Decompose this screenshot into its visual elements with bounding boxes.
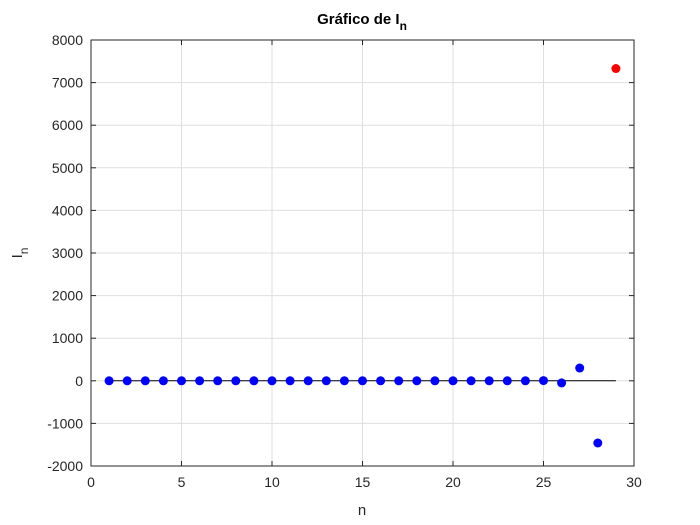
axis-ticks: 0 5 10 15 20 25 30 -2000 -1000 0 1000 2000 3000 4000 5… [47,32,642,490]
data-point [484,376,494,386]
data-point [376,376,386,386]
data-point [520,376,530,386]
data-point [321,376,331,386]
data-point [557,378,567,388]
y-tick-label: 7000 [52,75,83,91]
chart-title: Gráfico de In [317,11,407,33]
data-point [412,376,422,386]
y-tick-label: 1000 [52,330,83,346]
y-tick-label: 5000 [52,160,83,176]
data-point [140,376,150,386]
data-point [104,376,114,386]
data-point [575,363,585,373]
data-point [303,376,313,386]
data-point [394,376,404,386]
data-point [593,438,603,448]
data-point [339,376,349,386]
x-tick-label: 5 [178,474,186,490]
y-tick-label: 2000 [52,288,83,304]
chart-title-subscript: n [400,19,407,33]
y-tick-label: -1000 [47,415,83,431]
data-point [158,376,168,386]
y-axis-label: In [9,248,31,259]
data-point [430,376,440,386]
y-tick-label: 6000 [52,117,83,133]
x-axis-label: n [358,502,366,519]
data-points [104,64,621,448]
x-tick-label: 0 [87,474,95,490]
y-tick-label: 8000 [52,32,83,48]
x-tick-label: 10 [264,474,280,490]
data-point [249,376,259,386]
y-tick-label: 3000 [52,245,83,261]
data-point [466,376,476,386]
data-point [122,376,132,386]
data-point [195,376,205,386]
x-tick-label: 15 [355,474,371,490]
data-point [448,376,458,386]
y-axis-label-subscript: n [17,248,31,255]
x-tick-label: 20 [445,474,461,490]
data-point [502,376,512,386]
data-point [177,376,186,386]
data-point [358,376,367,386]
data-point [539,376,548,386]
data-point [213,376,223,386]
x-tick-label: 25 [536,474,552,490]
data-point [231,376,241,386]
data-point [611,64,621,74]
y-tick-label: 4000 [52,202,83,218]
data-point [285,376,295,386]
data-point [267,376,277,386]
y-tick-label: 0 [75,373,83,389]
x-tick-label: 30 [626,474,642,490]
y-tick-label: -2000 [47,458,83,474]
